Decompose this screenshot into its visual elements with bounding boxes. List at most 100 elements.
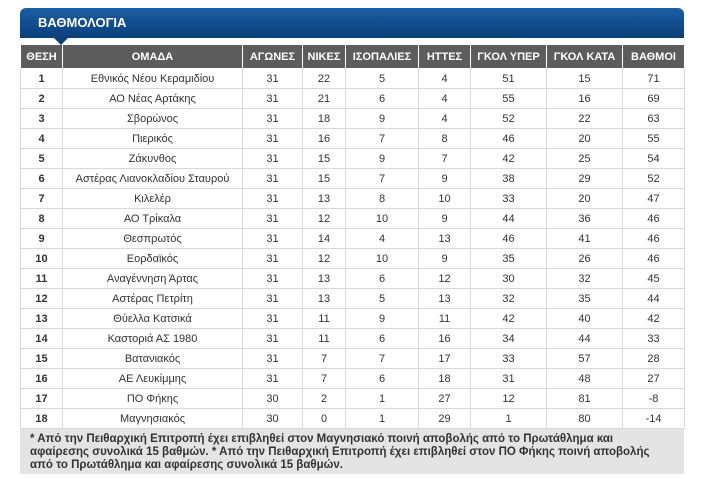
stat-cell: 44 (622, 288, 685, 309)
stat-cell: 42 (622, 308, 685, 329)
stat-cell: 46 (622, 248, 685, 269)
stat-cell: 9 (20, 228, 63, 249)
stat-cell: 44 (470, 208, 547, 229)
stat-cell: 31 (242, 328, 303, 349)
stat-cell: 12 (302, 248, 346, 269)
stat-cell: 6 (345, 328, 419, 349)
stat-cell: 30 (242, 388, 303, 409)
stat-cell: 33 (470, 188, 547, 209)
team-name: Σβορώνος (62, 108, 243, 129)
stat-cell: 35 (470, 248, 547, 269)
stat-cell: 33 (470, 348, 547, 369)
stat-cell: 63 (622, 108, 685, 129)
stat-cell: 6 (345, 268, 419, 289)
table-row: 15 Βατανιακός 31 7 7 17 33 57 28 (20, 348, 685, 369)
stat-cell: 11 (302, 328, 346, 349)
team-name: Κιλελέρ (62, 188, 243, 209)
stat-cell: 38 (470, 168, 547, 189)
column-header: ΗΤΤΕΣ (418, 44, 471, 69)
stat-cell: 7 (302, 368, 346, 389)
stat-cell: 18 (20, 408, 63, 429)
stat-cell: 3 (20, 108, 63, 129)
table-row: 3 Σβορώνος 31 18 9 4 52 22 63 (20, 108, 685, 129)
stat-cell: 31 (242, 248, 303, 269)
stat-cell: 9 (345, 148, 419, 169)
stat-cell: 32 (470, 288, 547, 309)
stat-cell: 12 (302, 208, 346, 229)
stat-cell: 33 (622, 328, 685, 349)
table-row: 1 Εθνικός Νέου Κεραμιδίου 31 22 5 4 51 15 71 (20, 68, 685, 89)
table-row: 7 Κιλελέρ 31 13 8 10 33 20 47 (20, 188, 685, 209)
stat-cell: 27 (622, 368, 685, 389)
stat-cell: -14 (622, 408, 685, 429)
stat-cell: 7 (418, 148, 471, 169)
team-name: Μαγνησιακός (62, 408, 243, 429)
stat-cell: 12 (470, 388, 547, 409)
stat-cell: 27 (418, 388, 471, 409)
stat-cell: 31 (242, 208, 303, 229)
stat-cell: 29 (418, 408, 471, 429)
stat-cell: 48 (546, 368, 623, 389)
table-row: 18 Μαγνησιακός 30 0 1 29 1 80 -14 (20, 408, 685, 429)
column-header: ΒΑΘΜΟΙ (622, 44, 685, 69)
column-header: ΝΙΚΕΣ (302, 44, 346, 69)
stat-cell: 2 (20, 88, 63, 109)
stat-cell: 4 (418, 108, 471, 129)
table-row: 13 Θύελλα Κατσικά 31 11 9 11 42 40 42 (20, 308, 685, 329)
stat-cell: 9 (418, 208, 471, 229)
stat-cell: 31 (242, 268, 303, 289)
stat-cell: 6 (345, 88, 419, 109)
standings-table: ΘΕΣΗ ΟΜΑΔΑ ΑΓΩΝΕΣ ΝΙΚΕΣ ΙΣΟΠΑΛΙΕΣ ΗΤΤΕΣ ΓΚΟΛ Υ… (20, 44, 685, 429)
table-row: 9 Θεσπρωτός 31 14 4 13 46 41 46 (20, 228, 685, 249)
stat-cell: 31 (242, 168, 303, 189)
stat-cell: 44 (546, 328, 623, 349)
table-row: 12 Αστέρας Πετρίτη 31 13 5 13 32 35 44 (20, 288, 685, 309)
stat-cell: -8 (622, 388, 685, 409)
stat-cell: 52 (622, 168, 685, 189)
stat-cell: 57 (546, 348, 623, 369)
stat-cell: 47 (622, 188, 685, 209)
stat-cell: 31 (242, 228, 303, 249)
stat-cell: 31 (242, 108, 303, 129)
column-header: ΘΕΣΗ (20, 44, 63, 69)
stat-cell: 32 (546, 268, 623, 289)
stat-cell: 1 (470, 408, 547, 429)
stat-cell: 7 (345, 168, 419, 189)
stat-cell: 1 (345, 408, 419, 429)
table-row: 4 Πιερικός 31 16 7 8 46 20 55 (20, 128, 685, 149)
stat-cell: 25 (546, 148, 623, 169)
table-row: 6 Αστέρας Λιανοκλαδίου Σταυρού 31 15 7 9 38 29 5… (20, 168, 685, 189)
team-name: ΠΟ Φήκης (62, 388, 243, 409)
stat-cell: 54 (622, 148, 685, 169)
stat-cell: 42 (470, 308, 547, 329)
stat-cell: 4 (20, 128, 63, 149)
stat-cell: 16 (546, 88, 623, 109)
stat-cell: 40 (546, 308, 623, 329)
stat-cell: 22 (546, 108, 623, 129)
header-row: ΘΕΣΗ ΟΜΑΔΑ ΑΓΩΝΕΣ ΝΙΚΕΣ ΙΣΟΠΑΛΙΕΣ ΗΤΤΕΣ ΓΚΟΛ Υ… (20, 44, 685, 69)
stat-cell: 71 (622, 68, 685, 89)
stat-cell: 0 (302, 408, 346, 429)
stat-cell: 29 (546, 168, 623, 189)
stat-cell: 31 (242, 288, 303, 309)
stat-cell: 9 (418, 248, 471, 269)
stat-cell: 36 (546, 208, 623, 229)
team-name: ΑΟ Τρίκαλα (62, 208, 243, 229)
stat-cell: 5 (345, 68, 419, 89)
stat-cell: 18 (418, 368, 471, 389)
stat-cell: 81 (546, 388, 623, 409)
stat-cell: 31 (242, 88, 303, 109)
stat-cell: 13 (20, 308, 63, 329)
footnotes: * Από την Πειθαρχική Επιτροπή έχει επιβλ… (20, 429, 684, 474)
table-row: 10 Εορδαϊκός 31 12 10 9 35 26 46 (20, 248, 685, 269)
team-name: Αστέρας Πετρίτη (62, 288, 243, 309)
stat-cell: 15 (302, 168, 346, 189)
stat-cell: 1 (20, 68, 63, 89)
stat-cell: 15 (302, 148, 346, 169)
stat-cell: 11 (418, 308, 471, 329)
stat-cell: 16 (20, 368, 63, 389)
stat-cell: 11 (20, 268, 63, 289)
footnote: * Από την Πειθαρχική Επιτροπή έχει επιβλ… (30, 446, 650, 471)
stat-cell: 9 (345, 308, 419, 329)
footnote: * Από την Πειθαρχική Επιτροπή έχει επιβλ… (30, 433, 614, 458)
